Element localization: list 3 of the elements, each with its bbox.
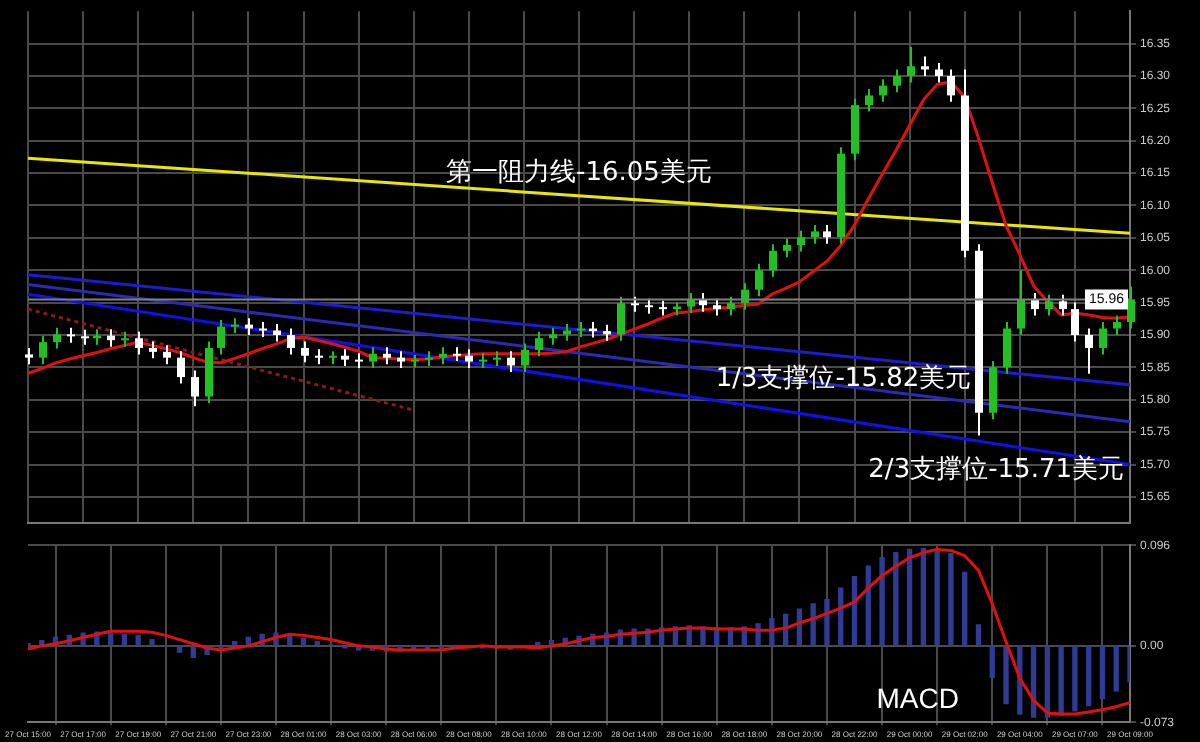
annotation: MACD xyxy=(876,682,960,715)
series-label: 2/3支撑位-15.71美元 xyxy=(868,453,1125,486)
series-label: 第一阻力线-16.05美元 xyxy=(446,155,712,188)
